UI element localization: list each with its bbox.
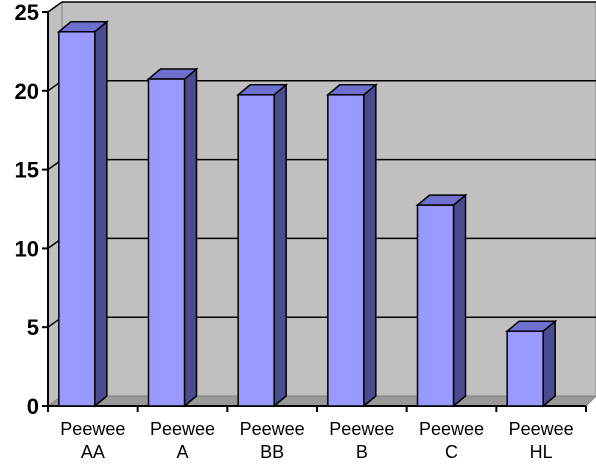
bar bbox=[56, 20, 109, 408]
bar-front bbox=[237, 94, 275, 407]
bar bbox=[236, 83, 289, 408]
category-labels: Peewee AA Peewee A Peewee BB Peewee B Peewee C Pee… bbox=[60, 419, 573, 462]
x-tick-label: HL bbox=[530, 442, 553, 462]
bar bbox=[505, 319, 558, 408]
bars bbox=[56, 20, 558, 408]
x-axis bbox=[42, 405, 587, 412]
x-tick-label: Peewee bbox=[240, 419, 305, 439]
y-tick-label: 5 bbox=[27, 315, 39, 340]
x-tick-label: B bbox=[356, 442, 368, 462]
bar-side bbox=[183, 67, 198, 408]
x-tick-label: Peewee bbox=[509, 419, 574, 439]
bar-front bbox=[416, 204, 455, 407]
y-tick-label: 20 bbox=[15, 79, 39, 104]
x-tick-label: C bbox=[445, 442, 458, 462]
bar-front bbox=[147, 78, 186, 407]
bar-side bbox=[273, 83, 287, 408]
x-tick-label: Peewee bbox=[60, 419, 125, 439]
y-tick-label: 0 bbox=[27, 394, 39, 419]
y-axis: 0 5 10 15 20 25 bbox=[15, 0, 49, 419]
y-tick-label: 10 bbox=[15, 236, 39, 261]
x-tick-label: Peewee bbox=[150, 419, 215, 439]
bar-front bbox=[506, 330, 544, 407]
bar-side bbox=[542, 319, 556, 408]
bar-side bbox=[363, 83, 377, 408]
x-tick-label: Peewee bbox=[329, 419, 394, 439]
bar-front bbox=[327, 94, 365, 407]
bar bbox=[146, 67, 199, 408]
x-tick-label: BB bbox=[260, 442, 284, 462]
bar-side bbox=[452, 193, 467, 408]
x-tick-label: A bbox=[176, 442, 188, 462]
y-tick-label: 15 bbox=[15, 158, 39, 183]
x-tick-label: Peewee bbox=[419, 419, 484, 439]
bar-front bbox=[58, 31, 96, 407]
bar bbox=[325, 83, 378, 408]
bar bbox=[415, 193, 468, 408]
bar-side bbox=[94, 20, 108, 408]
x-tick-label: AA bbox=[81, 442, 105, 462]
gridline-side bbox=[47, 1, 63, 13]
y-tick-label: 25 bbox=[15, 0, 39, 25]
